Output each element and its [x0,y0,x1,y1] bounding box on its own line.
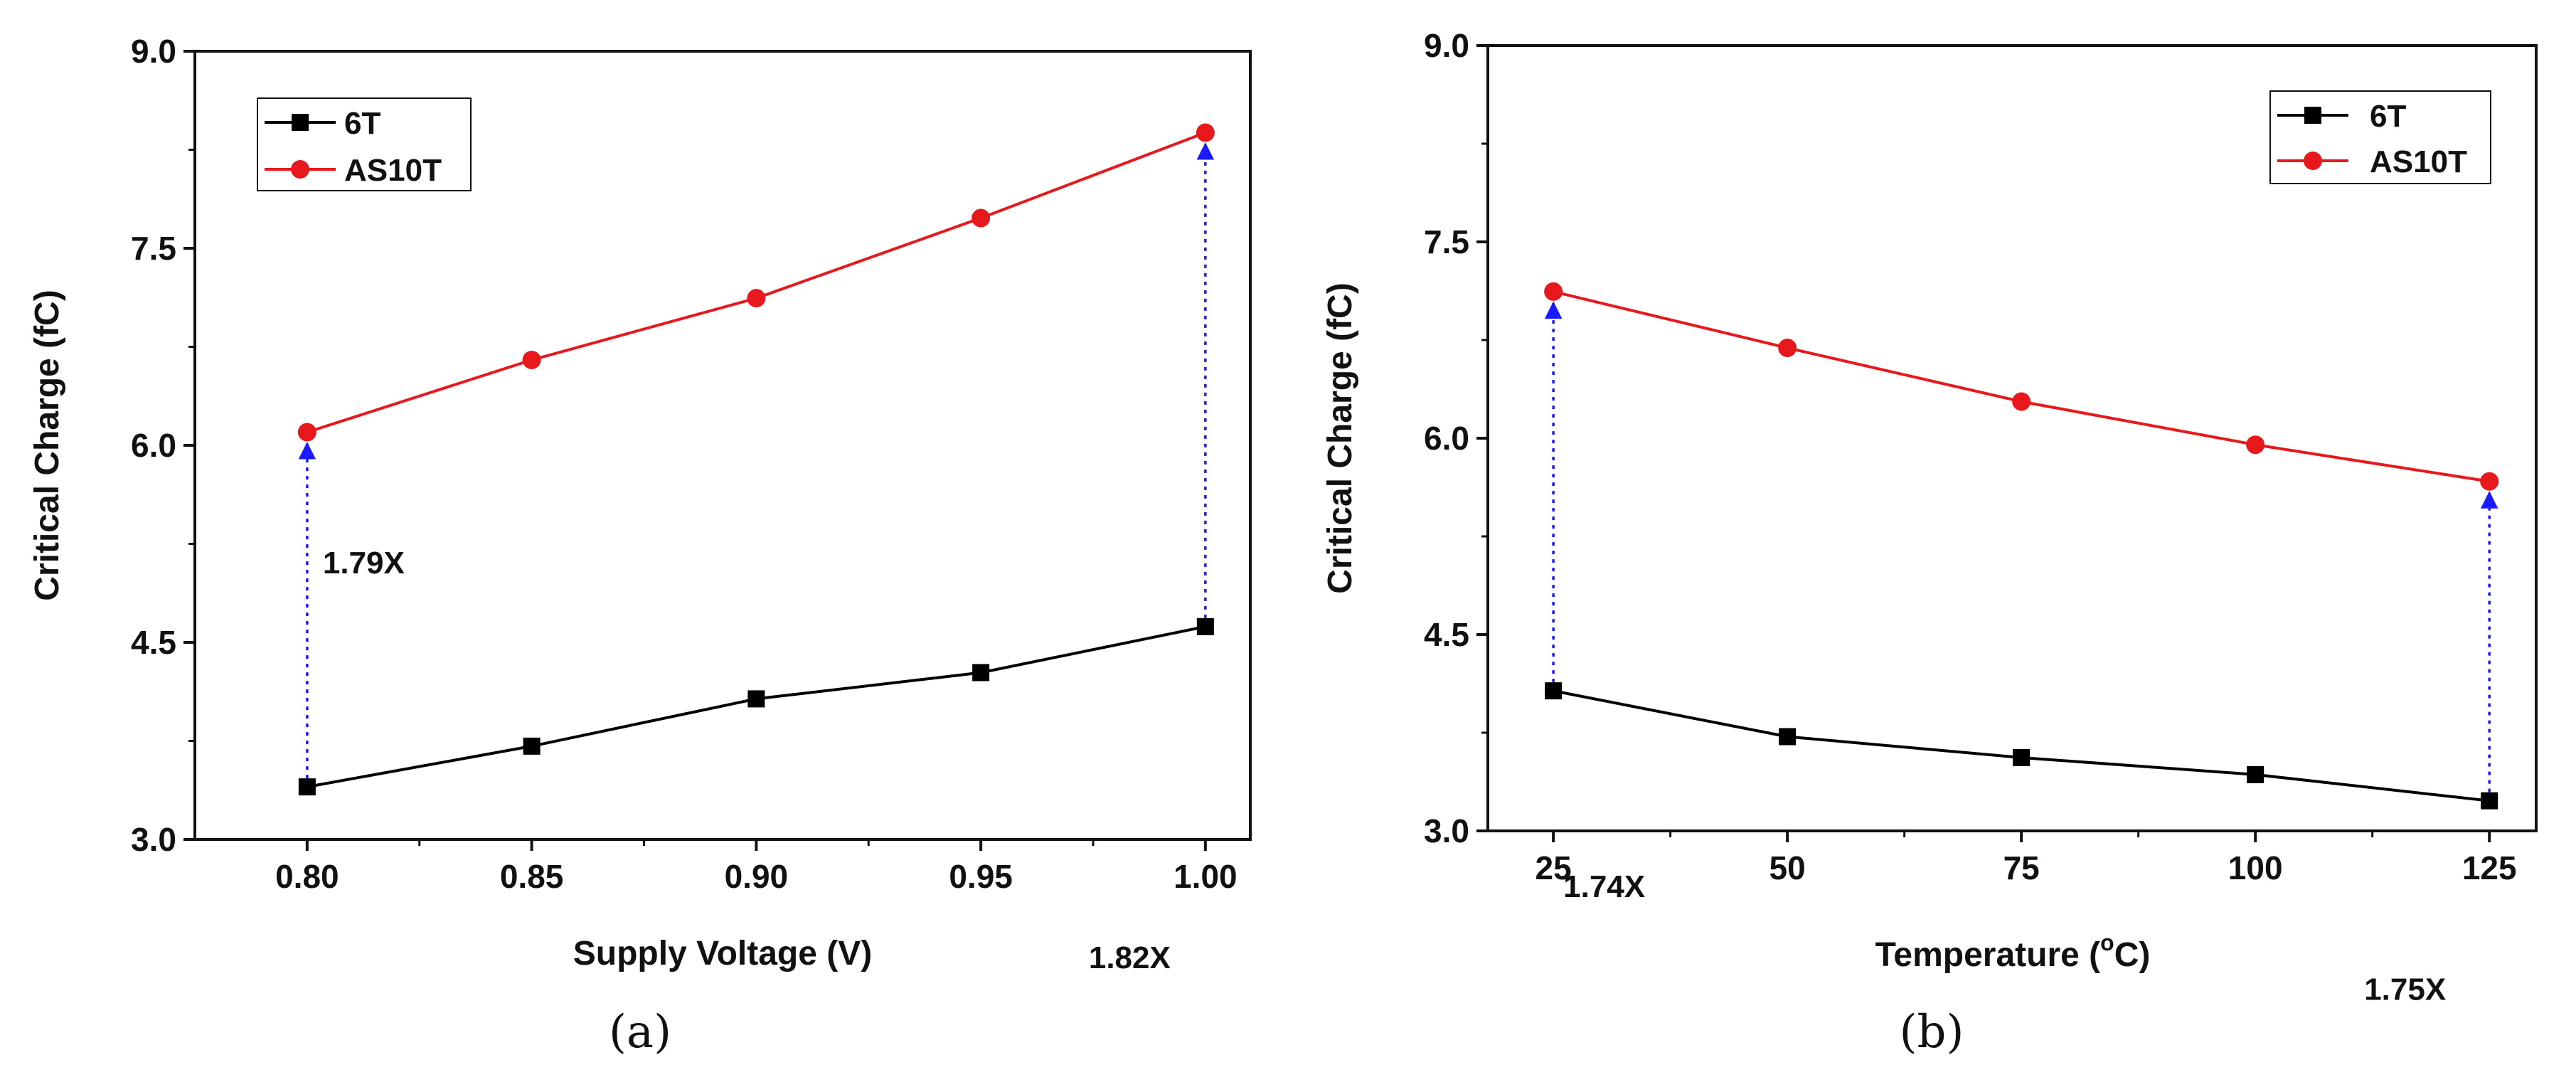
data-point-6t [1779,728,1797,746]
x-tick-label: 25 [1536,849,1572,886]
y-tick-label: 6.0 [1424,420,1469,457]
x-axis-label-a: Supply Voltage (V) [573,935,872,972]
x-tick-label: 0.85 [500,858,564,895]
annotations-b: 1.74X 1.75X [1544,301,2498,1007]
legend-a: 6T AS10T [257,97,472,191]
data-point-6t [2481,792,2498,810]
series-line-as10t [1553,290,2490,483]
data-point-6t [298,778,316,796]
x-tick-label: 125 [2462,849,2517,886]
series-line-6t [1553,689,2490,802]
data-point-as10t [2012,392,2031,411]
x-axis-label-b-degree: o [2100,930,2114,955]
data-point-6t [1545,682,1563,700]
series-a [297,123,1215,796]
legend-marker-as10t-a [291,160,309,179]
x-tick-label: 100 [2228,849,2283,886]
ratio-label: 1.74X [1563,869,1645,904]
y-tick-label: 3.0 [1424,812,1469,849]
y-axis-label-a: Critical Charge (fC) [28,290,66,600]
legend-label-6t-a: 6T [344,106,380,141]
legend-b: 6T AS10T [2269,90,2491,184]
data-point-as10t [1778,339,1797,358]
series-b [1544,282,2499,810]
ratio-label: 1.79X [323,546,405,580]
y-tick-label: 9.0 [1424,27,1469,64]
data-point-as10t [522,350,541,369]
caption-a: (a) [609,1006,671,1059]
caption-b: (b) [1900,1006,1964,1059]
annotations-a: 1.79X 1.82X [298,142,1215,975]
x-tick-label: 0.80 [275,858,339,895]
y-tick-label: 4.5 [131,624,176,661]
data-point-as10t [1544,282,1563,301]
x-tick-label: 75 [2003,849,2040,886]
y-tick-label: 4.5 [1424,616,1469,653]
panel-b: 3.04.56.07.59.0 25 50 75 100 125 1.74X1.75X … [1321,27,2538,1059]
x-tick-label: 50 [1769,849,1806,886]
legend-label-as10t-a: AS10T [344,153,442,188]
x-axis-label-b: Temperature (oC) [1875,930,2151,974]
legend-box-a [257,97,472,191]
ratio-label: 1.75X [2364,972,2446,1007]
x-axis-label-b-main: Temperature ( [1875,936,2101,974]
legend-marker-as10t-b [2304,152,2322,170]
y-tick-label: 6.0 [131,427,176,464]
panel-a: 3.0 4.5 6.0 7.5 9.0 0.80 0.85 0.90 0.95 1.00 1.7… [28,33,1252,1059]
legend-label-as10t-b: AS10T [2370,144,2467,179]
data-point-6t [2247,765,2264,783]
y-tick-label: 9.0 [131,33,176,70]
x-axis-label-b-end: C) [2114,936,2151,974]
y-ticks-b: 3.0 4.5 6.0 7.5 9.0 [1424,27,1488,849]
data-point-as10t [2480,472,2499,491]
data-point-6t [523,737,541,755]
data-point-as10t [2246,435,2265,455]
ratio-label: 1.82X [1089,940,1171,975]
y-ticks-a: 3.0 4.5 6.0 7.5 9.0 [131,33,195,858]
x-tick-label: 0.90 [725,858,789,895]
legend-marker-6t-b [2304,107,2321,124]
data-point-6t [1196,617,1214,635]
x-ticks-b: 25 50 75 100 125 [1536,831,2517,886]
y-axis-label-b: Critical Charge (fC) [1321,282,1359,593]
data-point-as10t [297,423,316,442]
data-point-6t [2013,748,2031,766]
data-point-as10t [1196,123,1215,142]
y-tick-label: 3.0 [131,821,176,858]
data-point-6t [747,690,765,708]
legend-box-b [2269,90,2491,184]
data-point-6t [972,664,990,682]
legend-marker-6t-a [292,114,309,131]
data-point-as10t [972,208,991,228]
y-tick-label: 7.5 [131,230,176,267]
legend-label-6t-b: 6T [2370,99,2406,134]
x-tick-label: 1.00 [1173,858,1238,895]
y-tick-label: 7.5 [1424,223,1469,260]
x-ticks-a: 0.80 0.85 0.90 0.95 1.00 [275,839,1238,895]
data-point-as10t [747,289,766,308]
x-tick-label: 0.95 [949,858,1013,895]
